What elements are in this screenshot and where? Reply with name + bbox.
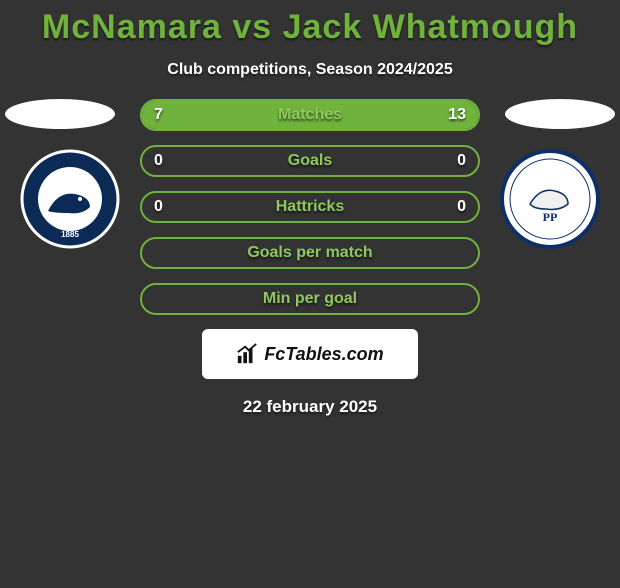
stat-label: Goals per match: [247, 244, 372, 262]
comparison-subtitle: Club competitions, Season 2024/2025: [0, 61, 620, 79]
svg-text:PP: PP: [543, 210, 558, 224]
stat-value-right: 0: [457, 152, 466, 170]
millwall-badge-icon: 1885: [20, 149, 120, 249]
player-right-placeholder: [505, 99, 615, 129]
stat-row: 7 13 Matches: [140, 99, 480, 131]
player-left-placeholder: [5, 99, 115, 129]
stat-value-right: 13: [448, 106, 466, 124]
comparison-panel: 1885 PP 7 13 Matches 0 0 Goals 0 0 Hattricks Goal…: [0, 99, 620, 417]
svg-text:1885: 1885: [61, 230, 79, 239]
stat-label: Matches: [278, 106, 342, 124]
stat-value-left: 0: [154, 198, 163, 216]
stat-value-left: 0: [154, 152, 163, 170]
club-badge-left: 1885: [20, 149, 120, 249]
stat-row: 0 0 Hattricks: [140, 191, 480, 223]
fctables-text: FcTables.com: [264, 344, 383, 365]
stat-label: Goals: [288, 152, 332, 170]
comparison-title: McNamara vs Jack Whatmough: [0, 8, 620, 47]
stat-row: 0 0 Goals: [140, 145, 480, 177]
stats-list: 7 13 Matches 0 0 Goals 0 0 Hattricks Goals per ma…: [140, 99, 480, 315]
stat-row: Goals per match: [140, 237, 480, 269]
comparison-date: 22 february 2025: [0, 397, 620, 417]
fctables-logo: FcTables.com: [202, 329, 418, 379]
chart-icon: [236, 343, 258, 365]
preston-badge-icon: PP: [500, 149, 600, 249]
stat-row: Min per goal: [140, 283, 480, 315]
club-badge-right: PP: [500, 149, 600, 249]
stat-value-left: 7: [154, 106, 163, 124]
stat-value-right: 0: [457, 198, 466, 216]
stat-label: Min per goal: [263, 290, 357, 308]
stat-label: Hattricks: [276, 198, 344, 216]
